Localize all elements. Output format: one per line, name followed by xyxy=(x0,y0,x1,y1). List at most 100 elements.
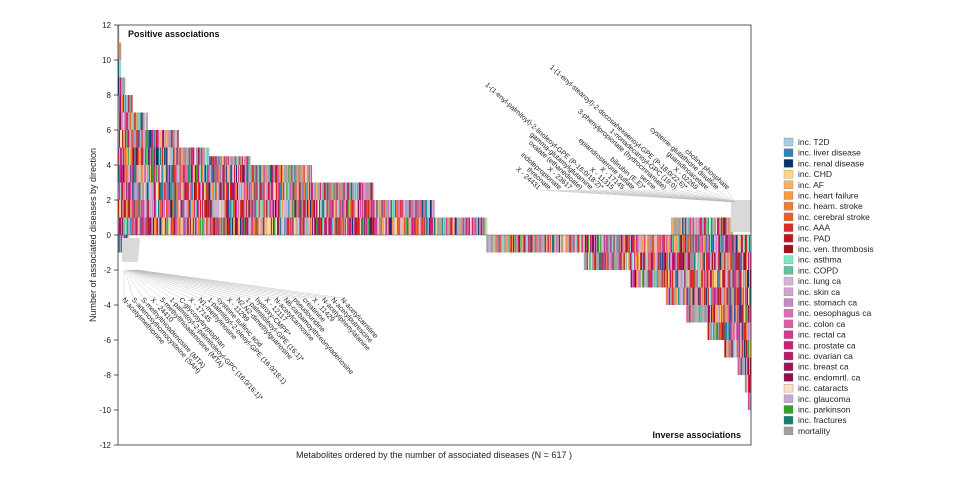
bar-segment-inverse xyxy=(743,287,745,305)
bar-segment-positive xyxy=(343,182,345,200)
bar-segment-positive xyxy=(146,165,148,183)
bar-segment-positive xyxy=(214,217,216,235)
bar-segment-inverse xyxy=(716,287,718,305)
bar-segment-positive xyxy=(301,200,303,218)
bar-segment-positive xyxy=(192,147,195,165)
bar-segment-positive xyxy=(250,217,252,235)
bar-segment-inverse xyxy=(729,340,731,358)
bar-segment-inverse xyxy=(498,235,500,253)
bar-segment-positive xyxy=(677,217,679,235)
bar-segment-positive xyxy=(262,182,264,200)
bar-segment-positive xyxy=(237,165,239,183)
bar-segment-positive xyxy=(222,165,224,183)
bar-segment-positive xyxy=(248,182,250,200)
bar-segment-positive xyxy=(346,217,348,235)
y-tick-label: -4 xyxy=(104,301,112,310)
bar-segment-positive xyxy=(278,217,280,235)
bar-segment-positive xyxy=(224,156,226,165)
bar-segment-inverse xyxy=(723,322,725,340)
bar-segment-inverse xyxy=(654,235,656,253)
bar-segment-positive xyxy=(140,147,142,165)
bar-segment-positive xyxy=(311,200,314,218)
bar-segment-positive xyxy=(134,217,136,235)
bar-segment-positive xyxy=(136,147,138,165)
bar-segment-inverse xyxy=(557,235,559,253)
bar-segment-positive xyxy=(212,217,214,235)
bar-segment-positive xyxy=(145,217,147,235)
bar-segment-positive xyxy=(413,217,415,235)
bar-segment-positive xyxy=(187,182,189,200)
bar-segment-inverse xyxy=(749,322,752,340)
bar-segment-positive xyxy=(296,165,298,183)
bar-segment-inverse xyxy=(651,252,653,270)
bar-segment-positive xyxy=(335,182,337,200)
bar-segment-positive xyxy=(253,182,255,200)
bar-segment-positive xyxy=(252,200,254,218)
bar-segment-positive xyxy=(267,182,269,200)
bar-segment-positive xyxy=(168,130,170,148)
bar-segment-positive xyxy=(125,112,127,130)
label-guide-line xyxy=(134,269,286,299)
bar-segment-inverse xyxy=(748,375,751,393)
bar-segment-positive xyxy=(196,200,199,218)
bar-segment-inverse xyxy=(747,375,750,393)
bar-segment-positive xyxy=(158,182,160,200)
bar-segment-positive xyxy=(177,182,179,200)
bar-segment-inverse xyxy=(630,270,633,288)
bar-segment-positive xyxy=(132,182,134,200)
bar-segment-positive xyxy=(171,200,173,218)
bar-segment-positive xyxy=(232,156,235,165)
bar-segment-inverse xyxy=(713,235,715,253)
bar-segment-positive xyxy=(367,182,369,200)
bar-segment-inverse xyxy=(716,322,718,340)
bar-segment-positive xyxy=(136,165,138,183)
bar-segment-positive xyxy=(264,165,266,183)
bar-segment-positive xyxy=(322,200,324,218)
bar-segment-positive xyxy=(356,182,358,200)
bar-segment-positive xyxy=(288,165,290,183)
legend-swatch xyxy=(783,351,794,361)
bar-segment-inverse xyxy=(747,287,750,305)
bar-segment-inverse xyxy=(722,235,724,253)
bar-segment-inverse xyxy=(706,252,709,270)
bar-segment-inverse xyxy=(729,270,731,288)
bar-segment-inverse xyxy=(726,235,728,253)
bar-segment-inverse xyxy=(534,235,536,253)
bar-segment-inverse xyxy=(708,235,711,253)
bar-segment-positive xyxy=(249,200,251,218)
bar-segment-inverse xyxy=(698,252,700,270)
bar-segment-positive xyxy=(162,182,164,200)
bar-segment-inverse xyxy=(730,305,732,323)
bar-segment-inverse xyxy=(631,235,634,253)
bar-segment-positive xyxy=(183,147,185,165)
bar-segment-inverse xyxy=(685,235,687,253)
bar-segment-inverse xyxy=(745,375,748,393)
bar-segment-inverse xyxy=(749,305,752,323)
bar-segment-positive xyxy=(331,182,333,200)
bar-segment-inverse xyxy=(749,252,752,270)
bar-segment-positive xyxy=(296,217,298,235)
bar-segment-inverse xyxy=(679,287,681,305)
bar-segment-positive xyxy=(272,165,275,183)
legend-label: inc. ovarian ca xyxy=(798,351,853,361)
bar-segment-inverse xyxy=(662,252,664,270)
bar-segment-positive xyxy=(126,165,128,183)
bar-segment-positive xyxy=(198,182,200,200)
bar-segment-positive xyxy=(152,165,155,183)
bar-segment-positive xyxy=(161,182,163,200)
bar-segment-positive xyxy=(235,182,238,200)
bar-segment-positive xyxy=(251,165,253,183)
bar-segment-inverse xyxy=(560,235,562,253)
bar-segment-inverse xyxy=(698,235,700,253)
bar-segment-positive xyxy=(410,217,412,235)
bar-segment-positive xyxy=(709,217,712,235)
bar-segment-positive xyxy=(271,182,274,200)
bar-segment-inverse xyxy=(626,252,629,270)
bar-segment-positive xyxy=(120,77,122,95)
bar-segment-inverse xyxy=(737,235,739,253)
bar-segment-positive xyxy=(225,165,227,183)
legend-label: inc. cerebral stroke xyxy=(798,212,870,222)
bar-segment-inverse xyxy=(734,305,736,323)
bar-segment-positive xyxy=(162,200,164,218)
bar-segment-positive xyxy=(156,147,159,165)
